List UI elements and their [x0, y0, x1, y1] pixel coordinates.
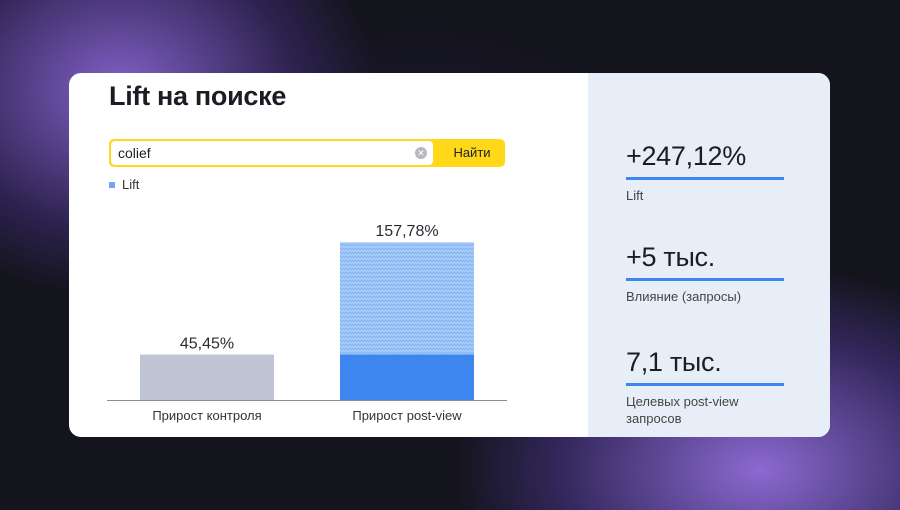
- bar-postview-lift: [340, 242, 474, 355]
- bar-chart: 45,45% Прирост контроля 157,78% Прирост pos…: [107, 223, 507, 423]
- chart-panel: Lift на поиске colief ✕ Найти Lift 45,45…: [69, 73, 588, 437]
- search-input[interactable]: colief ✕: [111, 141, 433, 165]
- metric-label: Влияние (запросы): [626, 289, 742, 304]
- metric-value: +5 тыс.: [626, 242, 715, 272]
- page-title: Lift на поиске: [109, 81, 287, 111]
- category-label: Прирост post-view: [352, 408, 462, 423]
- category-label: Прирост контроля: [152, 408, 261, 423]
- metric-value: 7,1 тыс.: [626, 347, 722, 377]
- metric-impact: +5 тыс. Влияние (запросы): [626, 242, 786, 305]
- metric-lift: +247,12% Lift: [626, 141, 786, 204]
- legend-label: Lift: [122, 177, 140, 192]
- data-label: 157,78%: [375, 223, 438, 240]
- bar-postview-base: [340, 354, 474, 400]
- data-label: 45,45%: [180, 336, 234, 353]
- search-bar: colief ✕ Найти: [109, 139, 505, 167]
- metrics-panel: +247,12% Lift +5 тыс. Влияние (запросы) …: [588, 73, 830, 437]
- metric-label: Lift: [626, 188, 644, 203]
- chart-legend: Lift: [109, 177, 139, 192]
- search-button[interactable]: Найти: [453, 145, 491, 160]
- search-input-value: colief: [118, 145, 151, 161]
- metric-underline: [626, 383, 784, 386]
- metric-underline: [626, 278, 784, 281]
- legend-swatch: [109, 181, 115, 188]
- metric-postview: 7,1 тыс. Целевых post-view запросов: [626, 347, 786, 427]
- bar-control: [140, 354, 274, 400]
- metric-label: Целевых post-view запросов: [626, 394, 739, 426]
- clear-icon[interactable]: ✕: [415, 147, 427, 159]
- lift-card: Lift на поиске colief ✕ Найти Lift 45,45…: [69, 73, 830, 437]
- metric-underline: [626, 177, 784, 180]
- metric-value: +247,12%: [626, 141, 746, 171]
